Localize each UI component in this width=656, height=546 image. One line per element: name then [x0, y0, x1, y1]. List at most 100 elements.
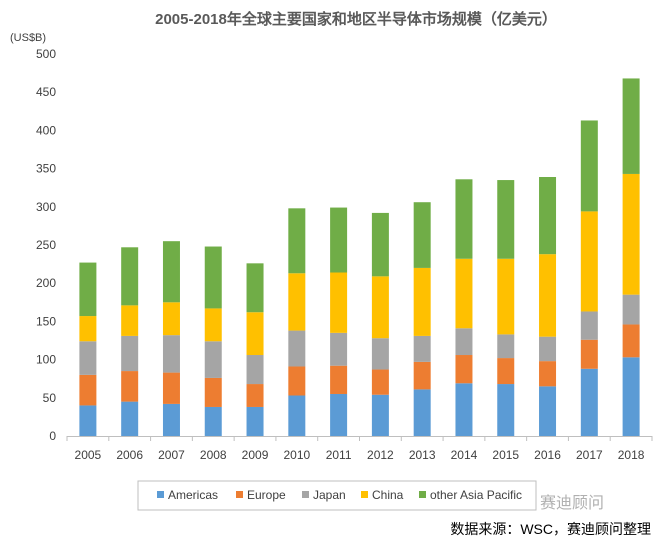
- bar-segment-americas: [455, 383, 473, 436]
- legend: Americas Europe Japan China other Asia Pacif…: [157, 488, 522, 502]
- bar-segment-europe: [497, 358, 515, 385]
- bar-segment-japan: [580, 311, 598, 340]
- bar-segment-china: [288, 273, 306, 331]
- legend-label: Americas: [168, 488, 218, 502]
- bar-segment-china: [539, 254, 557, 337]
- bar-segment-americas: [121, 401, 139, 436]
- legend-swatch: [302, 491, 309, 498]
- x-tick-label: 2012: [367, 448, 394, 462]
- bar-segment-other-asia-pacific: [539, 177, 557, 255]
- bar-segment-americas: [539, 386, 557, 436]
- bar-segment-other-asia-pacific: [580, 120, 598, 212]
- y-tick-label: 250: [36, 238, 56, 252]
- x-axis-ticks: 2005 2006 2007 2008 2009 2010 2011 2012 2013 2014…: [66, 436, 653, 462]
- x-tick-label: 2008: [200, 448, 227, 462]
- x-tick-label: 2005: [75, 448, 102, 462]
- bar-segment-japan: [246, 355, 264, 385]
- bar-segment-europe: [121, 371, 139, 402]
- bar-segment-europe: [413, 361, 431, 390]
- bars-group: [79, 78, 640, 436]
- x-tick-label: 2013: [409, 448, 436, 462]
- bar-segment-china: [580, 211, 598, 312]
- y-tick-label: 450: [36, 85, 56, 99]
- bar-segment-japan: [330, 332, 348, 366]
- bar-segment-europe: [622, 324, 640, 358]
- bar-segment-other-asia-pacific: [204, 246, 222, 309]
- bar-segment-europe: [79, 374, 97, 406]
- x-tick-label: 2006: [116, 448, 143, 462]
- bar-segment-europe: [580, 339, 598, 369]
- bar-segment-americas: [162, 403, 180, 436]
- bar-segment-americas: [288, 395, 306, 436]
- bar-segment-other-asia-pacific: [330, 207, 348, 273]
- bar-segment-japan: [121, 335, 139, 372]
- legend-swatch: [361, 491, 368, 498]
- bar-segment-europe: [162, 372, 180, 404]
- x-tick-label: 2015: [492, 448, 519, 462]
- y-tick-label: 300: [36, 200, 56, 214]
- bar-segment-other-asia-pacific: [246, 263, 264, 313]
- bar-segment-china: [371, 276, 389, 339]
- bar-segment-other-asia-pacific: [288, 208, 306, 274]
- bar-segment-other-asia-pacific: [413, 202, 431, 268]
- bar-segment-americas: [246, 406, 264, 436]
- bar-segment-americas: [497, 384, 515, 436]
- x-tick-label: 2011: [326, 448, 352, 462]
- bar-segment-china: [455, 258, 473, 329]
- bar-segment-japan: [79, 341, 97, 375]
- legend-label: Japan: [313, 488, 346, 502]
- bar-segment-europe: [246, 384, 264, 407]
- watermark: 赛迪顾问: [540, 493, 604, 512]
- legend-swatch: [236, 491, 243, 498]
- bar-segment-europe: [371, 369, 389, 395]
- legend-swatch: [157, 491, 164, 498]
- bar-segment-japan: [288, 330, 306, 367]
- bar-segment-china: [497, 258, 515, 335]
- bar-segment-europe: [330, 365, 348, 394]
- bar-segment-other-asia-pacific: [455, 179, 473, 259]
- bar-segment-china: [162, 302, 180, 336]
- bar-segment-japan: [455, 328, 473, 356]
- bar-segment-americas: [204, 406, 222, 436]
- legend-swatch: [419, 491, 426, 498]
- legend-box: [137, 480, 537, 511]
- bar-segment-europe: [539, 361, 557, 387]
- chart-title: 2005-2018年全球主要国家和地区半导体市场规模（亿美元）: [155, 10, 557, 28]
- bar-segment-china: [622, 173, 640, 295]
- source-note: 数据来源：WSC，赛迪顾问整理: [450, 521, 651, 537]
- y-tick-label: 0: [49, 429, 56, 443]
- bar-segment-americas: [371, 394, 389, 436]
- bar-segment-japan: [622, 294, 640, 325]
- bar-segment-other-asia-pacific: [79, 262, 97, 317]
- y-tick-label: 350: [36, 162, 56, 176]
- x-tick-label: 2014: [451, 448, 478, 462]
- bar-segment-europe: [204, 377, 222, 407]
- x-tick-label: 2007: [158, 448, 185, 462]
- bar-segment-americas: [79, 405, 97, 436]
- bar-segment-japan: [497, 334, 515, 359]
- bar-segment-other-asia-pacific: [121, 247, 139, 306]
- y-tick-label: 200: [36, 276, 56, 290]
- bar-segment-japan: [204, 341, 222, 378]
- x-tick-label: 2009: [242, 448, 269, 462]
- bar-segment-americas: [580, 368, 598, 436]
- bar-segment-china: [413, 267, 431, 336]
- y-axis-unit-label: (US$B): [10, 32, 46, 44]
- bar-segment-europe: [455, 355, 473, 384]
- bar-segment-other-asia-pacific: [497, 180, 515, 259]
- y-tick-label: 500: [36, 47, 56, 61]
- bar-segment-japan: [162, 335, 180, 373]
- bar-segment-americas: [413, 389, 431, 436]
- bar-segment-japan: [371, 338, 389, 370]
- bar-segment-japan: [413, 335, 431, 362]
- bar-segment-china: [79, 316, 97, 342]
- bar-segment-americas: [622, 357, 640, 436]
- y-tick-label: 150: [36, 314, 56, 328]
- y-tick-label: 50: [43, 391, 57, 405]
- y-tick-label: 100: [36, 353, 56, 367]
- legend-label: other Asia Pacific: [430, 488, 522, 502]
- bar-segment-other-asia-pacific: [371, 212, 389, 277]
- bar-segment-other-asia-pacific: [622, 78, 640, 174]
- bar-segment-other-asia-pacific: [162, 241, 180, 303]
